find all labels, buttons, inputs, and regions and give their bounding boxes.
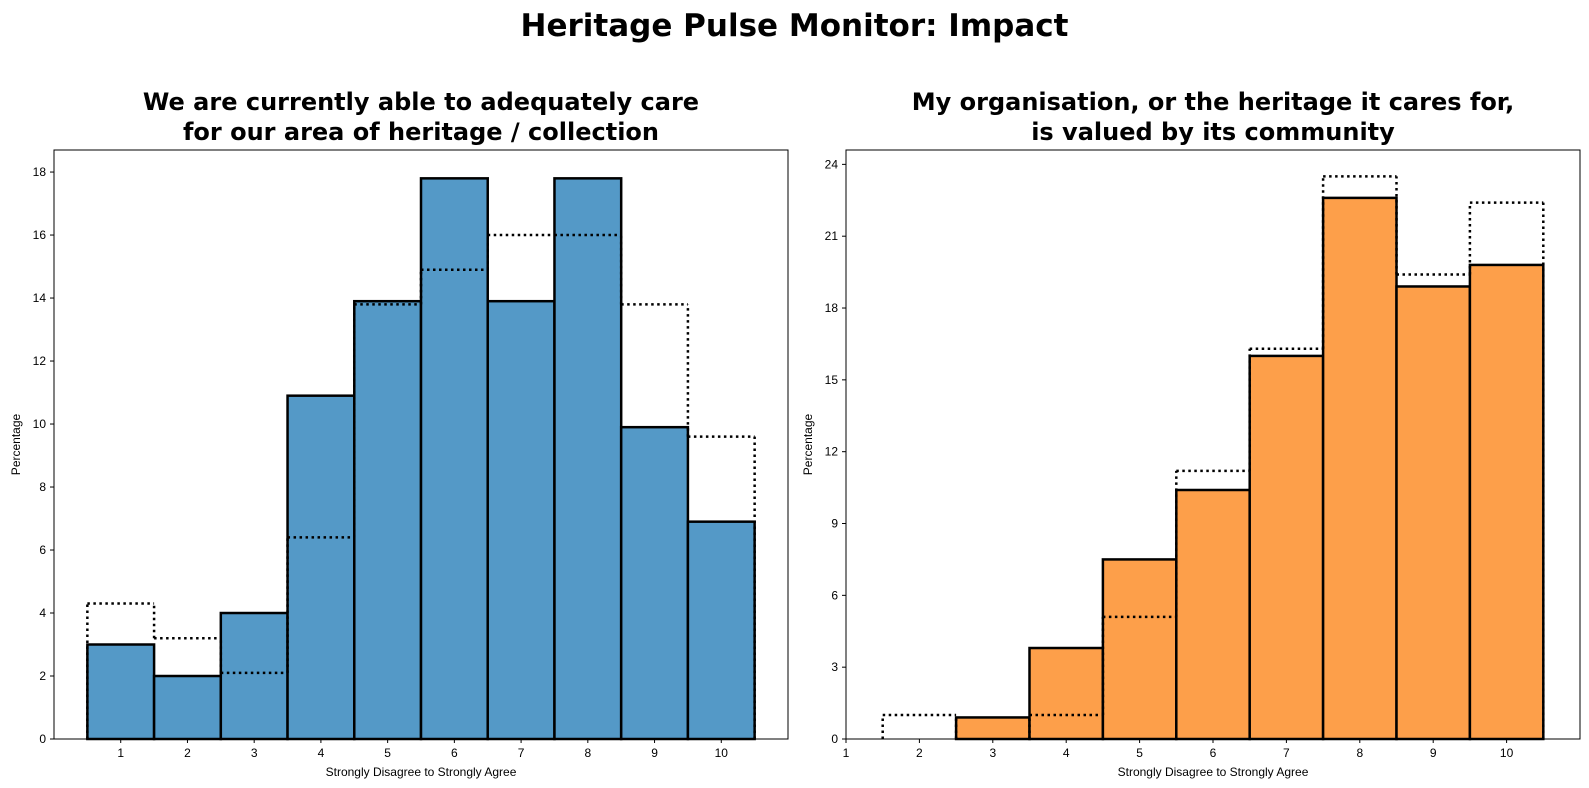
x-tick-label: 2 xyxy=(184,746,191,760)
x-tick-label: 9 xyxy=(1430,746,1437,760)
x-tick-label: 4 xyxy=(318,746,325,760)
chart-title-line: We are currently able to adequately care xyxy=(143,88,699,116)
x-tick-label: 6 xyxy=(1210,746,1217,760)
bar xyxy=(1028,646,1105,741)
bar xyxy=(1395,285,1472,741)
x-tick-label: 9 xyxy=(651,746,658,760)
bar xyxy=(1248,354,1325,741)
bar xyxy=(86,643,156,741)
bar xyxy=(1101,558,1178,741)
chart-title-line: is valued by its community xyxy=(1031,118,1395,146)
left-chart-panel: We are currently able to adequately care… xyxy=(9,88,789,779)
y-tick-label: 16 xyxy=(33,228,47,242)
y-tick-label: 21 xyxy=(825,229,839,243)
x-tick-label: 3 xyxy=(251,746,258,760)
bar xyxy=(1175,488,1251,741)
bar-series xyxy=(86,177,756,741)
bar xyxy=(686,520,756,741)
y-tick-label: 9 xyxy=(831,517,838,531)
x-axis-label: Strongly Disagree to Strongly Agree xyxy=(326,765,517,779)
y-tick-label: 24 xyxy=(825,157,839,171)
x-tick-label: 10 xyxy=(715,746,729,760)
y-axis-label: Percentage xyxy=(801,413,815,475)
chart-title-line: My organisation, or the heritage it care… xyxy=(912,88,1514,116)
x-tick-label: 5 xyxy=(384,746,391,760)
y-tick-label: 8 xyxy=(39,480,46,494)
y-tick-label: 18 xyxy=(825,301,839,315)
x-tick-label: 1 xyxy=(843,746,850,760)
y-tick-label: 3 xyxy=(831,660,838,674)
figure-title: Heritage Pulse Monitor: Impact xyxy=(521,8,1069,44)
x-axis-label: Strongly Disagree to Strongly Agree xyxy=(1118,765,1309,779)
bar xyxy=(419,177,489,741)
bar xyxy=(553,177,623,741)
dotted-outline-series xyxy=(881,175,1545,739)
bar xyxy=(954,716,1031,741)
x-tick-label: 5 xyxy=(1136,746,1143,760)
x-tick-label: 8 xyxy=(584,746,591,760)
y-tick-label: 15 xyxy=(825,373,839,387)
y-tick-label: 14 xyxy=(33,291,47,305)
y-tick-label: 0 xyxy=(39,732,46,746)
x-tick-label: 1 xyxy=(117,746,124,760)
y-tick-label: 12 xyxy=(33,354,47,368)
bar xyxy=(1468,263,1545,741)
bar xyxy=(1321,196,1398,741)
x-tick-label: 3 xyxy=(989,746,996,760)
y-tick-label: 10 xyxy=(33,417,47,431)
y-tick-label: 6 xyxy=(831,588,838,602)
bar xyxy=(486,299,556,741)
y-tick-label: 12 xyxy=(825,445,839,459)
bar xyxy=(219,611,289,741)
x-tick-label: 2 xyxy=(916,746,923,760)
x-tick-label: 7 xyxy=(1283,746,1290,760)
dotted-outline-series xyxy=(86,233,756,739)
x-tick-label: 7 xyxy=(518,746,525,760)
x-tick-label: 6 xyxy=(451,746,458,760)
bar xyxy=(353,299,423,741)
bar xyxy=(152,674,223,741)
bar xyxy=(286,394,356,741)
axes-frame xyxy=(53,149,789,740)
y-tick-label: 6 xyxy=(39,543,46,557)
bar xyxy=(619,425,690,741)
x-tick-label: 10 xyxy=(1500,746,1514,760)
right-chart-panel: My organisation, or the heritage it care… xyxy=(801,88,1581,779)
y-tick-label: 4 xyxy=(39,606,46,620)
y-axis-label: Percentage xyxy=(9,413,23,475)
y-tick-label: 0 xyxy=(831,732,838,746)
x-tick-label: 4 xyxy=(1063,746,1070,760)
x-tick-label: 8 xyxy=(1356,746,1363,760)
y-tick-label: 18 xyxy=(33,165,47,179)
chart-title-line: for our area of heritage / collection xyxy=(183,118,659,146)
y-tick-label: 2 xyxy=(39,669,46,683)
